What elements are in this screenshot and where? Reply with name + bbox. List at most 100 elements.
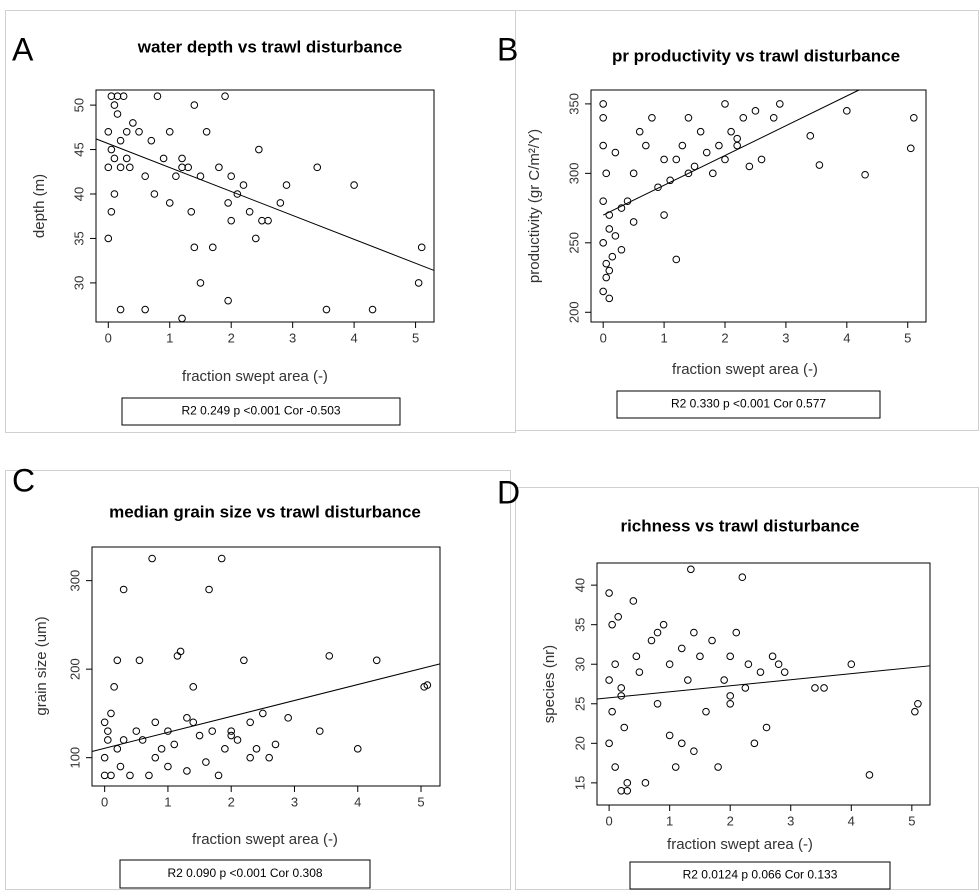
x-axis-label: fraction swept area (-) bbox=[672, 361, 818, 378]
point bbox=[861, 170, 869, 179]
point bbox=[684, 169, 693, 178]
point bbox=[246, 718, 254, 727]
point bbox=[325, 652, 334, 660]
point bbox=[690, 747, 698, 756]
point bbox=[721, 155, 729, 164]
point bbox=[620, 723, 629, 732]
point bbox=[245, 207, 254, 216]
point bbox=[271, 740, 280, 749]
point bbox=[176, 647, 185, 656]
point bbox=[611, 232, 620, 240]
point bbox=[599, 239, 607, 247]
point bbox=[227, 172, 235, 181]
point bbox=[135, 656, 144, 665]
chart-title: median grain size vs trawl disturbance bbox=[109, 502, 421, 521]
point bbox=[148, 554, 156, 563]
x-tick-label: 3 bbox=[782, 330, 789, 345]
x-axis-label: fraction swept area (-) bbox=[667, 836, 813, 853]
point bbox=[107, 771, 115, 780]
point bbox=[265, 753, 273, 762]
point bbox=[141, 305, 149, 314]
point bbox=[100, 771, 109, 780]
point bbox=[214, 771, 223, 780]
point bbox=[119, 92, 128, 101]
point bbox=[714, 763, 722, 771]
x-tick-label: 2 bbox=[721, 330, 728, 345]
point bbox=[690, 162, 699, 171]
point bbox=[696, 127, 705, 136]
x-tick-label: 5 bbox=[412, 330, 419, 345]
x-tick-label: 3 bbox=[787, 813, 794, 828]
point bbox=[653, 628, 662, 637]
point bbox=[776, 100, 784, 108]
point bbox=[190, 101, 199, 109]
point bbox=[815, 161, 824, 169]
point bbox=[780, 668, 789, 676]
point bbox=[605, 225, 614, 233]
point bbox=[599, 197, 607, 205]
point bbox=[151, 718, 160, 727]
point bbox=[100, 718, 109, 727]
point bbox=[353, 745, 362, 753]
point bbox=[820, 684, 828, 692]
point bbox=[315, 727, 324, 735]
point bbox=[116, 762, 125, 771]
point bbox=[672, 255, 681, 264]
point bbox=[350, 181, 358, 189]
trend-line bbox=[596, 665, 931, 700]
point bbox=[251, 234, 260, 243]
stats-box bbox=[121, 397, 401, 426]
point bbox=[104, 727, 112, 735]
point bbox=[614, 612, 622, 621]
point bbox=[642, 141, 650, 150]
point bbox=[684, 676, 692, 684]
point bbox=[617, 245, 626, 254]
point bbox=[599, 100, 607, 108]
point bbox=[599, 141, 607, 150]
point bbox=[608, 707, 616, 716]
point bbox=[672, 155, 681, 164]
point bbox=[157, 745, 166, 753]
point bbox=[608, 620, 616, 629]
point bbox=[757, 155, 766, 164]
point bbox=[264, 216, 272, 225]
point bbox=[119, 736, 128, 744]
y-tick-label: 20 bbox=[572, 736, 587, 750]
point bbox=[110, 190, 119, 198]
point bbox=[227, 731, 235, 740]
plot-box bbox=[596, 562, 931, 806]
point bbox=[608, 252, 617, 261]
stats-box bbox=[119, 859, 371, 889]
point bbox=[733, 134, 741, 143]
x-tick-label: 4 bbox=[848, 813, 855, 828]
point bbox=[732, 628, 741, 637]
point bbox=[739, 113, 748, 122]
point bbox=[769, 113, 778, 122]
point bbox=[687, 565, 695, 574]
point bbox=[183, 714, 191, 722]
point bbox=[178, 154, 186, 163]
point bbox=[599, 287, 607, 296]
point bbox=[678, 141, 687, 150]
point bbox=[623, 786, 632, 795]
panel-letter: B bbox=[497, 31, 518, 67]
point bbox=[702, 148, 711, 157]
point bbox=[602, 273, 611, 282]
point bbox=[372, 656, 381, 665]
point bbox=[659, 620, 668, 629]
y-tick-label: 350 bbox=[566, 93, 581, 115]
x-tick-label: 4 bbox=[354, 794, 361, 809]
point bbox=[259, 709, 267, 718]
point bbox=[702, 707, 710, 716]
point bbox=[684, 113, 693, 122]
point bbox=[110, 101, 119, 109]
point bbox=[629, 169, 638, 178]
trend-line bbox=[602, 89, 860, 216]
point bbox=[208, 243, 217, 252]
x-tick-label: 5 bbox=[908, 813, 915, 828]
point bbox=[648, 113, 656, 122]
y-tick-label: 100 bbox=[67, 747, 82, 769]
panel-frame bbox=[515, 10, 979, 431]
point bbox=[233, 736, 242, 744]
point bbox=[113, 110, 122, 118]
